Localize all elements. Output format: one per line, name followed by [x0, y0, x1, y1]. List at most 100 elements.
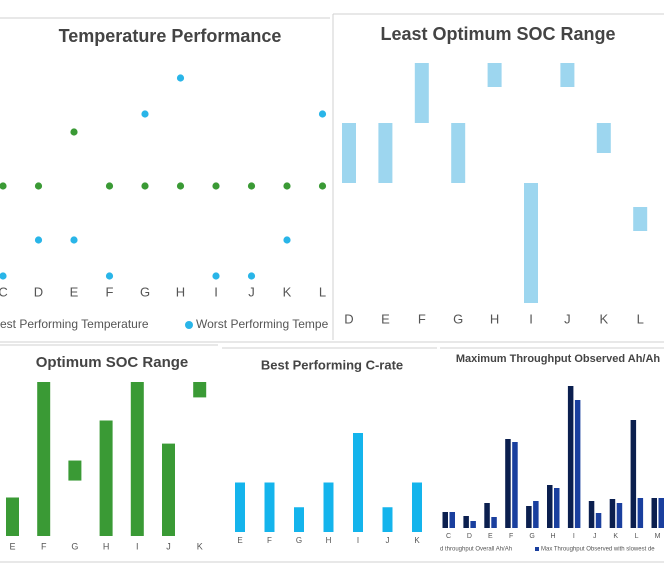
range-bar — [68, 460, 82, 481]
bar — [658, 498, 664, 528]
range-bar — [378, 123, 393, 183]
x-tick-label: F — [509, 533, 513, 540]
bar — [294, 507, 304, 532]
range-bar — [414, 63, 429, 123]
x-tick-label: G — [71, 541, 78, 551]
dot — [141, 182, 149, 190]
dot — [176, 182, 185, 190]
legend-label: est Performing Temperature — [0, 317, 149, 331]
bar — [526, 506, 532, 528]
dot — [0, 272, 7, 280]
chart-panel: Best Performing C-rate E F G H I J K — [235, 357, 422, 545]
dot — [105, 272, 114, 280]
bar — [449, 512, 455, 528]
range-bar — [487, 63, 502, 87]
bar — [463, 516, 469, 528]
x-tick-label: L — [637, 311, 644, 326]
range-bar — [451, 123, 466, 183]
x-tick-label: F — [267, 536, 272, 545]
x-tick-label: G — [296, 536, 302, 545]
range-bar — [99, 420, 113, 536]
dot — [0, 182, 7, 190]
x-tick-label: I — [573, 533, 575, 540]
bar — [574, 400, 581, 528]
bar — [595, 513, 602, 528]
range-bar — [342, 123, 356, 183]
x-tick-label: E — [381, 311, 390, 326]
x-tick-label: K — [613, 533, 618, 540]
chart-title: Best Performing C-rate — [261, 357, 403, 372]
bar — [651, 498, 657, 528]
dot — [34, 182, 43, 190]
x-tick-label: C — [0, 284, 8, 299]
bar — [616, 503, 623, 528]
x-tick-label: F — [418, 311, 426, 326]
bar — [470, 521, 476, 528]
bar — [264, 482, 275, 532]
x-tick-label: D — [467, 533, 472, 540]
x-tick-label: K — [197, 541, 203, 551]
bar — [533, 501, 539, 528]
legend-label: d throughput Overall Ah/Ah — [440, 547, 512, 553]
chart-panel: Optimum SOC Range E F G H I J K — [6, 354, 207, 551]
dot — [318, 110, 327, 118]
bar — [512, 442, 518, 528]
x-tick-label: H — [103, 541, 110, 551]
x-tick-label: I — [136, 541, 139, 551]
x-tick-label: K — [599, 311, 608, 326]
range-bar — [162, 443, 175, 536]
range-bar — [37, 382, 51, 536]
chart-panel: Least Optimum SOC Range D E F G H I J K L — [342, 24, 648, 326]
x-tick-label: G — [140, 284, 150, 299]
chart-panel: Maximum Throughput Observed Ah/Ah C D E F G H I… — [440, 353, 664, 553]
legend-label: Worst Performing Tempe — [196, 317, 329, 331]
x-tick-label: H — [176, 284, 185, 299]
bar — [382, 507, 393, 532]
x-tick-label: D — [344, 311, 353, 326]
bar — [235, 482, 245, 532]
range-bar — [524, 183, 538, 303]
range-bar — [193, 382, 207, 398]
bar — [547, 485, 553, 528]
legend-label: Max Throughput Observed with slowest de — [541, 547, 655, 553]
legend-marker — [535, 547, 539, 551]
bar — [442, 512, 448, 528]
bar — [637, 498, 644, 528]
x-tick-label: E — [9, 541, 15, 551]
range-bar — [6, 497, 19, 536]
dot — [70, 236, 78, 244]
dot — [141, 110, 149, 118]
x-tick-label: I — [357, 536, 359, 545]
x-tick-label: E — [237, 536, 242, 545]
x-tick-label: I — [214, 284, 218, 299]
dot — [212, 272, 220, 280]
legend-marker — [185, 321, 193, 329]
bar — [323, 482, 334, 532]
x-tick-label: E — [70, 284, 79, 299]
bar — [567, 386, 574, 528]
x-tick-label: J — [166, 541, 171, 551]
range-bar — [560, 63, 575, 87]
bar — [588, 501, 595, 528]
dot — [34, 236, 43, 244]
x-tick-label: J — [564, 311, 571, 326]
x-tick-label: G — [453, 311, 463, 326]
x-tick-label: F — [41, 541, 47, 551]
x-tick-label: D — [34, 284, 43, 299]
dot — [247, 272, 256, 280]
bar — [484, 503, 490, 528]
x-tick-label: I — [529, 311, 533, 326]
range-bar — [633, 207, 648, 231]
x-tick-label: L — [319, 284, 326, 299]
dot — [176, 74, 185, 82]
chart-title: Temperature Performance — [59, 26, 282, 46]
dot — [283, 236, 291, 244]
dot — [247, 182, 256, 190]
dot — [70, 128, 78, 136]
x-tick-label: H — [550, 533, 555, 540]
bar — [353, 433, 363, 532]
dot — [318, 182, 327, 190]
dot — [105, 182, 114, 190]
x-tick-label: G — [529, 533, 534, 540]
